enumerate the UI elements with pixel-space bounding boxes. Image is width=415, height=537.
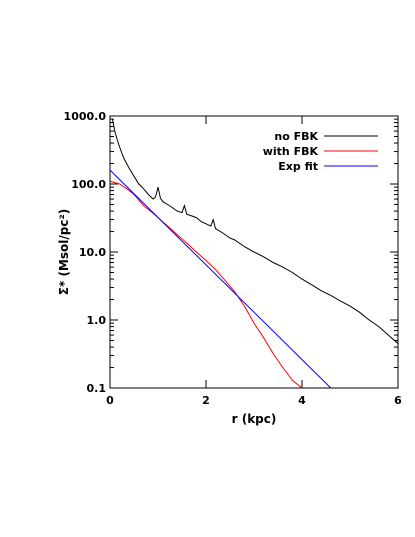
x-axis: 0 2 4 6 (106, 116, 402, 407)
y-tick-label: 0.1 (87, 382, 107, 395)
series-line-exp-fit (110, 169, 332, 388)
y-tick-label: 10.0 (79, 246, 106, 259)
x-tick-label: 4 (298, 394, 306, 407)
y-tick-label: 1000.0 (64, 110, 107, 123)
y-tick-label: 100.0 (71, 178, 106, 191)
x-axis-title: r (kpc) (232, 412, 277, 426)
x-tick-label: 6 (394, 394, 402, 407)
series-line-with-fbk (110, 180, 303, 388)
legend-label: no FBK (274, 130, 318, 143)
y-tick-label: 1.0 (87, 314, 107, 327)
series-line-no-fbk (111, 119, 398, 344)
x-tick-label: 0 (106, 394, 114, 407)
legend-label: Exp fit (278, 160, 318, 173)
y-axis: 0.1 1.0 10.0 100.0 1000.0 (64, 110, 398, 395)
series-layer (110, 119, 398, 388)
y-axis-title: Σ* (Msol/pc²) (57, 209, 71, 295)
legend-label: with FBK (263, 145, 319, 158)
legend: no FBK with FBK Exp fit (263, 130, 378, 173)
x-tick-label: 2 (202, 394, 210, 407)
